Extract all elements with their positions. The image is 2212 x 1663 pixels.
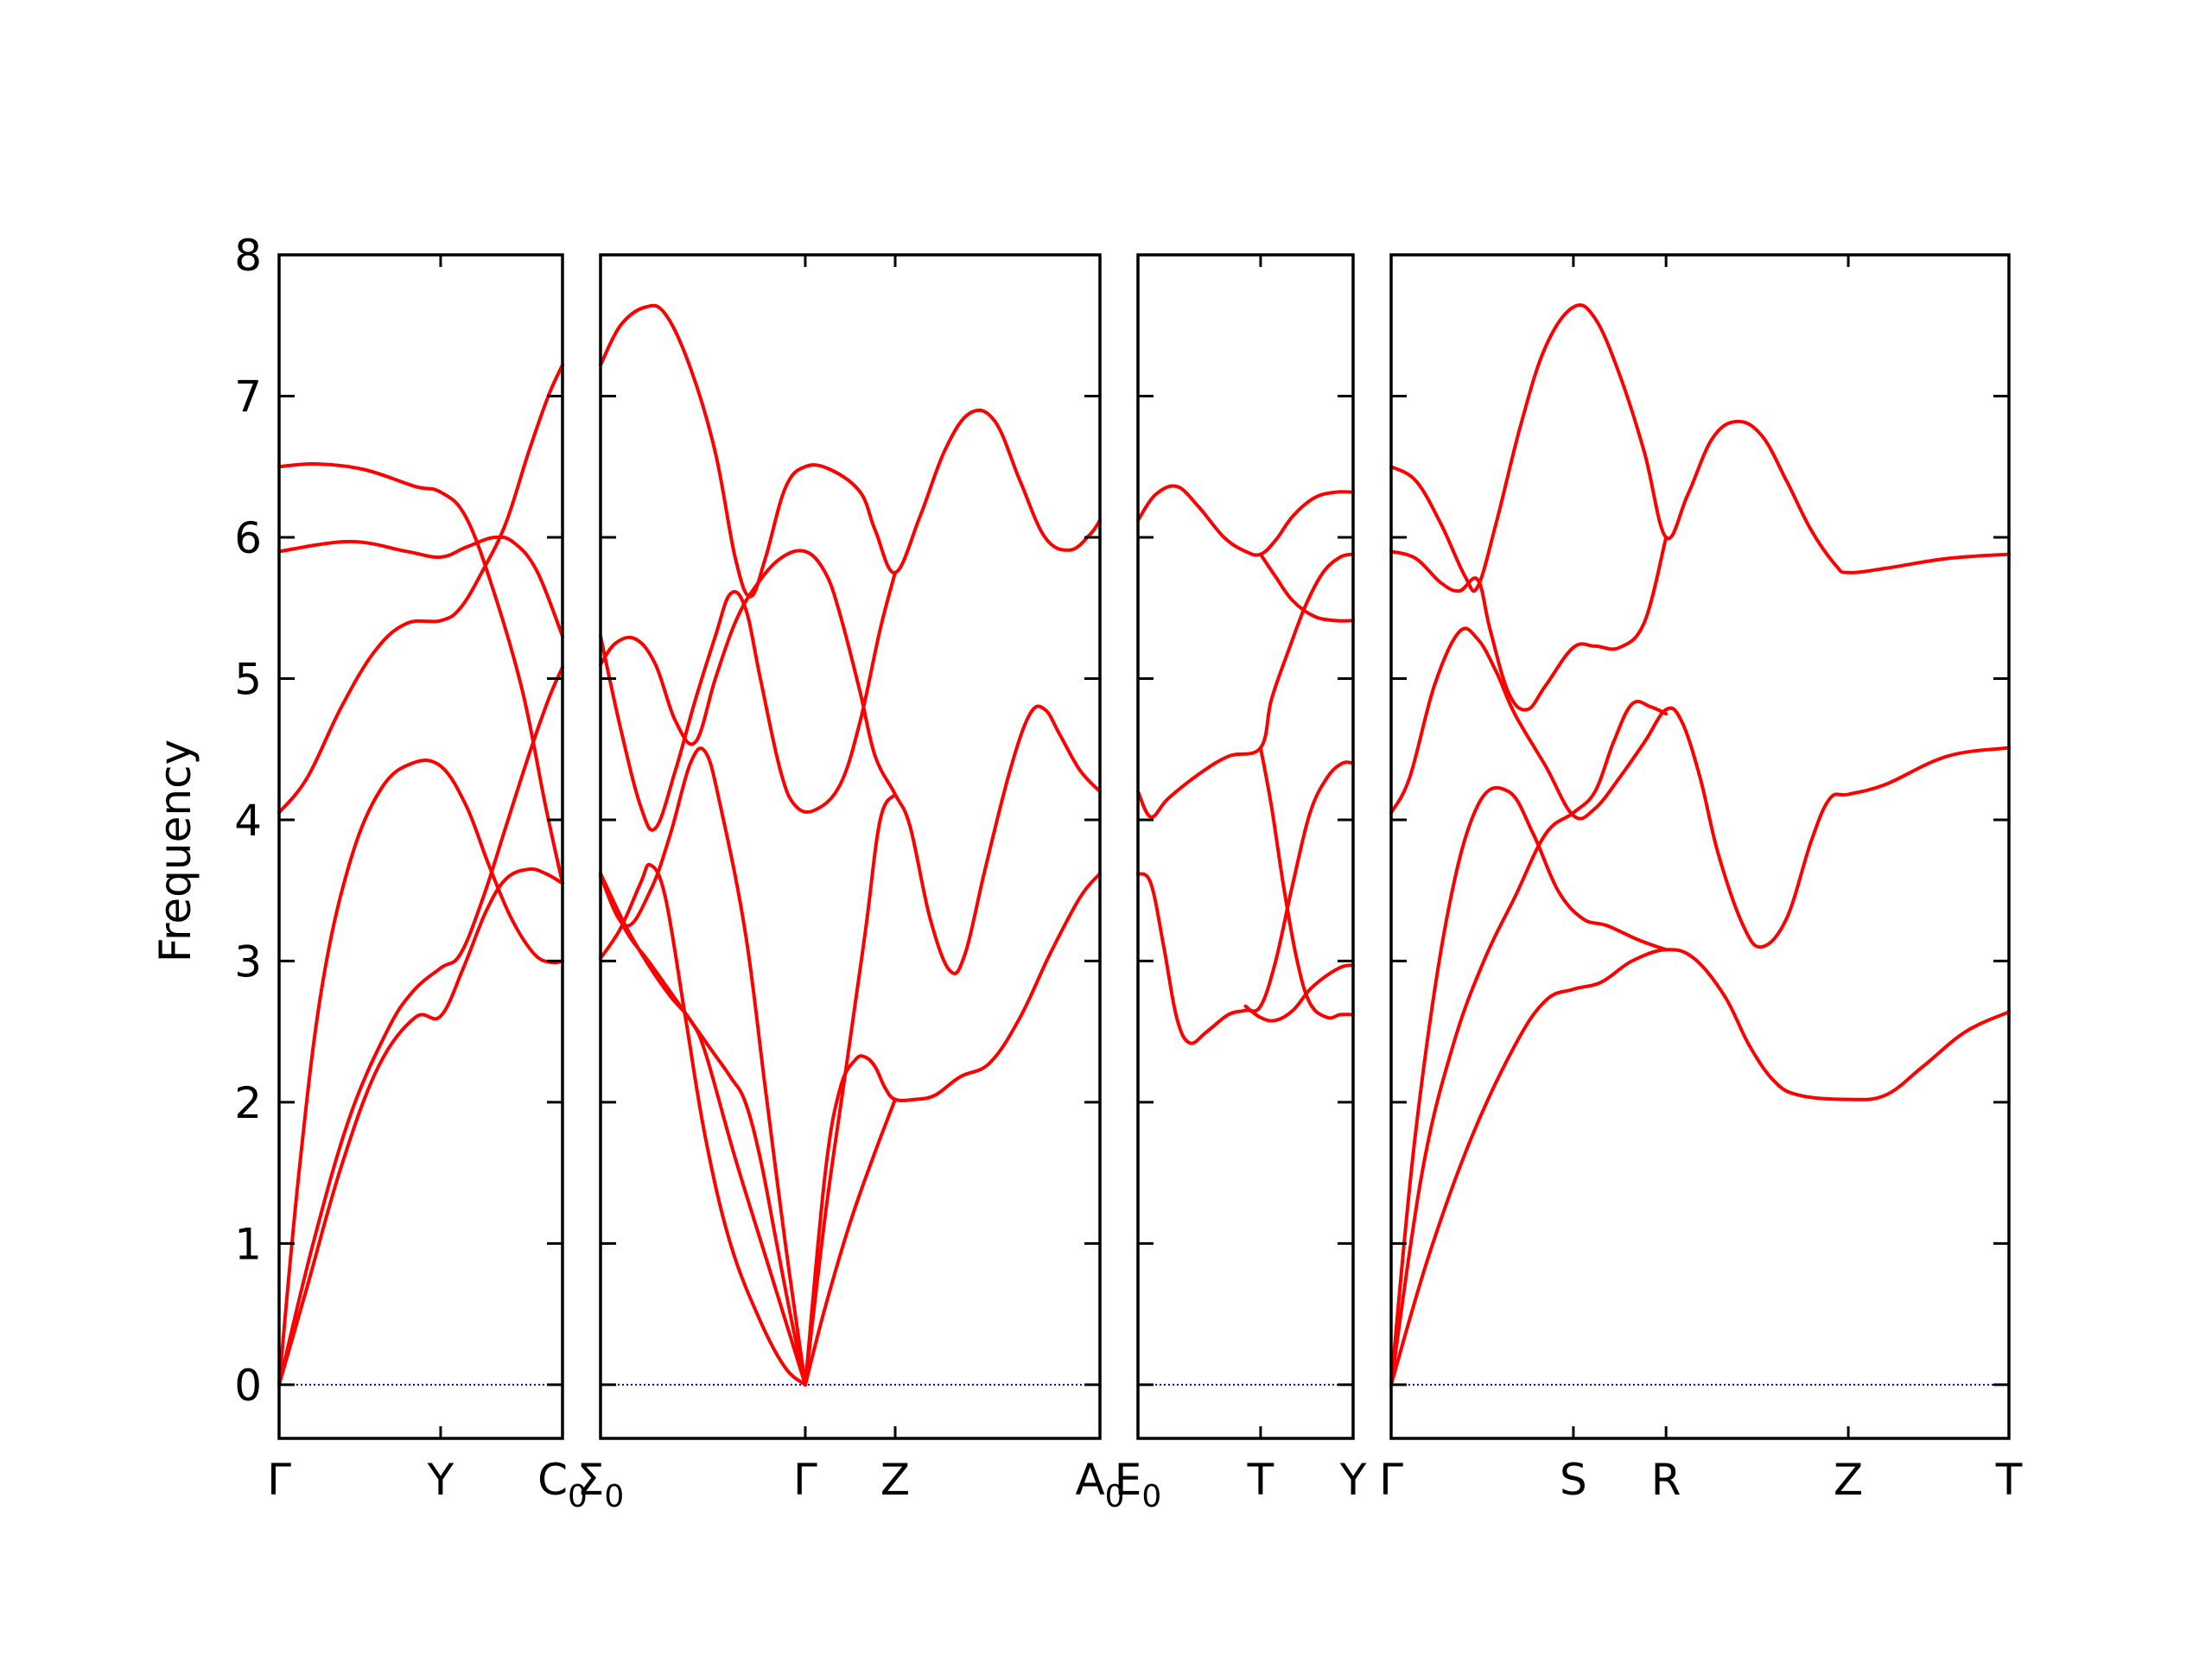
- band-line: [599, 746, 807, 1387]
- band-line: [804, 872, 1102, 1387]
- band-line: [804, 1097, 897, 1387]
- panel-frame: [1389, 253, 2011, 1440]
- band-line: [277, 363, 564, 815]
- band-line: [277, 759, 564, 1387]
- band-line: [599, 570, 897, 832]
- band-line: [1136, 552, 1355, 819]
- y-tick-label: 0: [234, 1361, 262, 1411]
- band-line: [277, 866, 564, 1387]
- x-tick-label: Z: [880, 1455, 910, 1505]
- band-line: [1389, 536, 1669, 712]
- y-tick-label: 8: [234, 231, 262, 281]
- x-tick-label: Y: [427, 1455, 454, 1505]
- band-line: [804, 792, 897, 1387]
- band-line: [1389, 700, 1669, 1387]
- band-line: [277, 535, 564, 638]
- band-line: [277, 665, 564, 1387]
- band-line: [599, 303, 1102, 599]
- x-tick-label: T: [1247, 1455, 1274, 1505]
- panel-frame: [1136, 253, 1355, 1440]
- y-tick-label: 6: [234, 513, 262, 563]
- y-tick-label: 3: [234, 936, 262, 987]
- y-tick-label: 7: [234, 371, 262, 422]
- band-line: [1136, 484, 1355, 557]
- y-tick-label: 1: [234, 1219, 262, 1269]
- y-axis-label: Frequency: [150, 739, 200, 962]
- band-line: [1389, 626, 2011, 949]
- y-tick-label: 4: [234, 796, 262, 846]
- panel-frame: [277, 253, 564, 1440]
- x-tick-label: Γ: [267, 1455, 291, 1505]
- x-tick-label: T: [1995, 1455, 2023, 1505]
- x-tick-label: R: [1651, 1455, 1681, 1505]
- band-line: [1258, 746, 1355, 1020]
- x-tick-label: Γ: [1379, 1455, 1403, 1505]
- panel-frame: [599, 253, 1102, 1440]
- band-line: [1389, 303, 2011, 593]
- y-tick-label: 2: [234, 1078, 262, 1128]
- band-line: [1389, 948, 2011, 1387]
- band-line: [1243, 963, 1355, 1023]
- band-line: [599, 862, 807, 1387]
- band-line: [277, 461, 564, 885]
- x-tick-label: S: [1560, 1455, 1587, 1505]
- band-line: [1389, 785, 1669, 1387]
- band-line: [1258, 552, 1355, 623]
- x-tick-label: Γ: [793, 1455, 817, 1505]
- band-line: [1136, 760, 1355, 1045]
- x-tick-label: Z: [1834, 1455, 1863, 1505]
- band-line: [599, 874, 807, 1387]
- y-tick-label: 5: [234, 654, 262, 704]
- x-tick-label: Y: [1339, 1455, 1367, 1505]
